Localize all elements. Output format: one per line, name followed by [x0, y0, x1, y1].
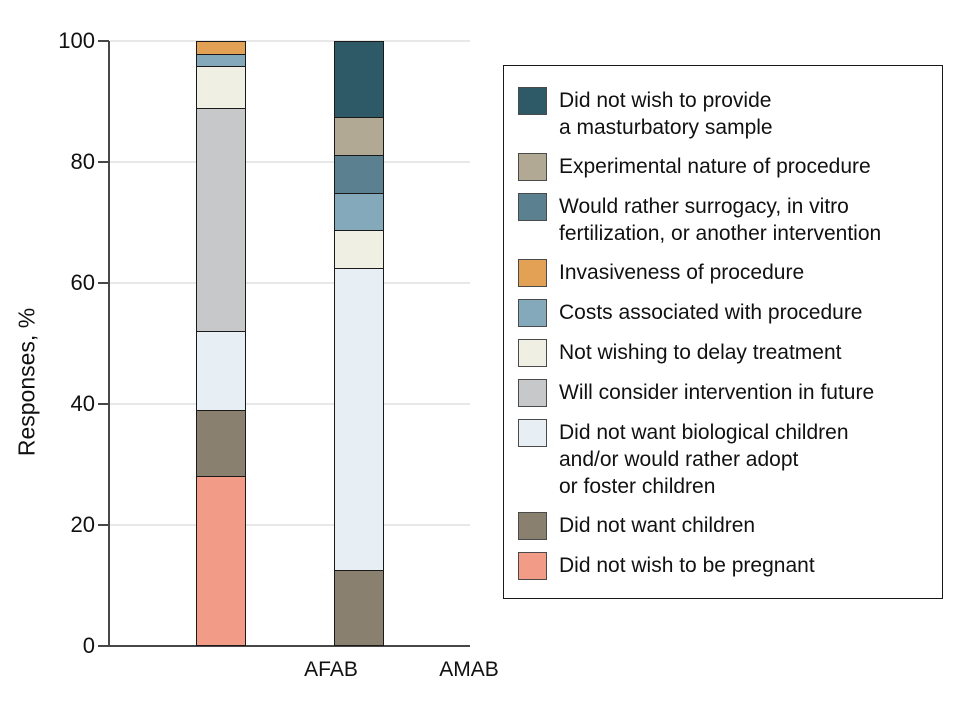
legend-swatch — [518, 379, 547, 407]
bar-segment — [335, 569, 383, 645]
y-tick-mark-100 — [98, 40, 109, 42]
y-tick-mark-0 — [98, 645, 109, 647]
y-tick-label-20: 20 — [70, 512, 95, 537]
legend-item: Would rather surrogacy, in vitro fertiliz… — [518, 193, 928, 247]
legend-item: Costs associated with procedure — [518, 299, 928, 327]
y-axis-title: Responses, % — [13, 307, 40, 457]
legend-item: Did not want biological children and/or w… — [518, 419, 928, 500]
bar-amab — [334, 41, 384, 646]
legend-swatch — [518, 299, 547, 327]
bar-segment — [335, 42, 383, 118]
bar-segment — [197, 409, 245, 477]
legend-label: Invasiveness of procedure — [559, 261, 805, 284]
legend-label: Did not want children — [559, 514, 756, 537]
y-tick-mark-20 — [98, 524, 109, 526]
gridline-40 — [110, 403, 470, 405]
legend-swatch — [518, 512, 547, 540]
legend-label: Will consider intervention in future — [559, 381, 875, 404]
legend-swatch — [518, 419, 547, 447]
bar-segment — [197, 66, 245, 109]
y-tick-mark-60 — [98, 282, 109, 284]
legend-item: Not wishing to delay treatment — [518, 339, 928, 367]
y-tick-label-40: 40 — [70, 391, 95, 416]
legend-label: Not wishing to delay treatment — [559, 341, 842, 364]
legend-item: Will consider intervention in future — [518, 379, 928, 407]
bar-segment — [335, 117, 383, 156]
x-axis-line — [108, 645, 470, 647]
gridline-60 — [110, 282, 470, 284]
y-tick-label-80: 80 — [70, 149, 95, 174]
y-tick-mark-40 — [98, 403, 109, 405]
legend-label: Costs associated with procedure — [559, 301, 863, 324]
x-category-label-amab: AMAB — [439, 658, 499, 681]
legend-item: Experimental nature of procedure — [518, 153, 928, 181]
x-category-label-afab: AFAB — [304, 658, 358, 681]
bar-segment — [335, 155, 383, 193]
legend-label: Experimental nature of procedure — [559, 155, 871, 178]
gridline-80 — [110, 161, 470, 163]
legend-swatch — [518, 153, 547, 181]
legend-swatch — [518, 552, 547, 580]
legend-item: Did not wish to be pregnant — [518, 552, 928, 580]
bar-segment — [197, 476, 245, 645]
legend-swatch — [518, 259, 547, 287]
legend-box: Did not wish to provide a masturbatory sa… — [503, 65, 943, 599]
legend-label: Did not want biological children and/or w… — [559, 421, 849, 498]
bar-segment — [197, 54, 245, 67]
gridline-100 — [110, 40, 470, 42]
bar-segment — [197, 331, 245, 410]
y-tick-label-60: 60 — [70, 270, 95, 295]
legend-label: Did not wish to provide a masturbatory sa… — [559, 89, 773, 139]
bar-segment — [335, 192, 383, 231]
bar-segment — [197, 42, 245, 55]
gridline-20 — [110, 524, 470, 526]
y-tick-label-0: 0 — [82, 633, 95, 658]
bar-segment — [197, 108, 245, 332]
y-tick-label-100: 100 — [58, 28, 95, 53]
y-tick-mark-80 — [98, 161, 109, 163]
bar-afab — [196, 41, 246, 646]
legend-item: Invasiveness of procedure — [518, 259, 928, 287]
legend-swatch — [518, 193, 547, 221]
plot-area — [110, 40, 470, 646]
bar-segment — [335, 268, 383, 570]
y-axis-line — [108, 41, 110, 647]
legend-label: Did not wish to be pregnant — [559, 554, 815, 577]
legend-label: Would rather surrogacy, in vitro fertiliz… — [559, 195, 882, 245]
legend-item: Did not want children — [518, 512, 928, 540]
legend-swatch — [518, 87, 547, 115]
legend-swatch — [518, 339, 547, 367]
bar-segment — [335, 230, 383, 269]
legend-item: Did not wish to provide a masturbatory sa… — [518, 87, 928, 141]
